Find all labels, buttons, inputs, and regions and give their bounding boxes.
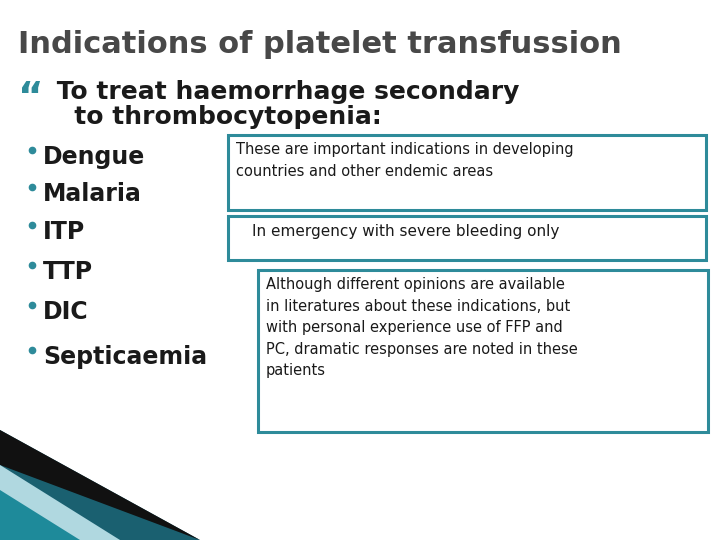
Text: To treat haemorrhage secondary: To treat haemorrhage secondary xyxy=(48,80,519,104)
Text: “: “ xyxy=(18,80,44,118)
Text: ITP: ITP xyxy=(43,220,85,244)
Text: DIC: DIC xyxy=(43,300,89,324)
Text: In emergency with severe bleeding only: In emergency with severe bleeding only xyxy=(252,224,559,239)
Text: Malaria: Malaria xyxy=(43,182,142,206)
FancyBboxPatch shape xyxy=(228,216,706,260)
Polygon shape xyxy=(0,430,200,540)
Text: to thrombocytopenia:: to thrombocytopenia: xyxy=(48,105,382,129)
Text: Indications of platelet transfussion: Indications of platelet transfussion xyxy=(18,30,622,59)
Text: These are important indications in developing
countries and other endemic areas: These are important indications in devel… xyxy=(236,142,574,179)
FancyBboxPatch shape xyxy=(228,135,706,210)
Polygon shape xyxy=(0,465,120,540)
Text: Dengue: Dengue xyxy=(43,145,145,169)
Polygon shape xyxy=(0,490,80,540)
Text: Septicaemia: Septicaemia xyxy=(43,345,207,369)
Polygon shape xyxy=(0,430,200,540)
Text: Although different opinions are available
in literatures about these indications: Although different opinions are availabl… xyxy=(266,277,577,379)
FancyBboxPatch shape xyxy=(258,270,708,432)
Text: TTP: TTP xyxy=(43,260,93,284)
